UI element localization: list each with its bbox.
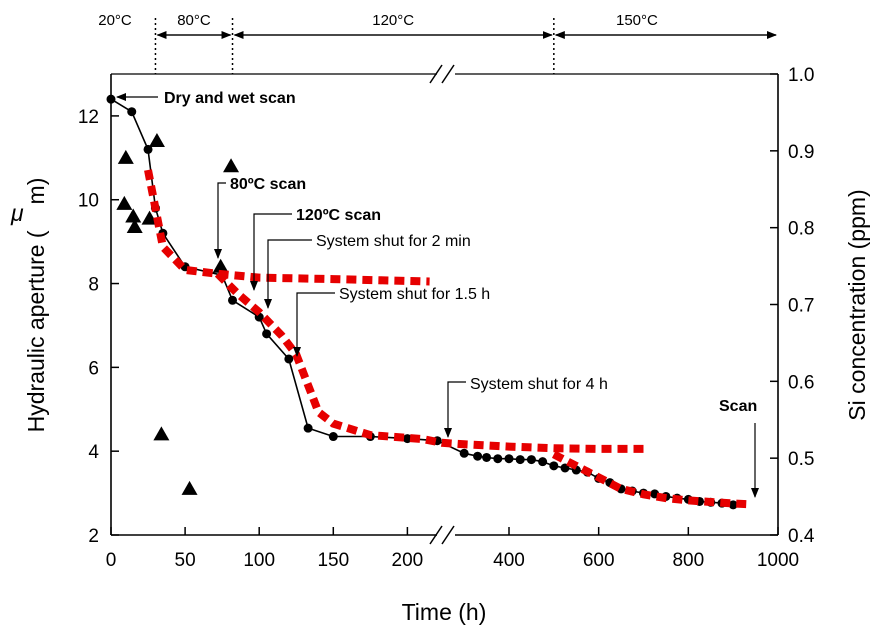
- annotation-arrow: [214, 182, 226, 259]
- annotation-label: System shut for 4 h: [470, 376, 608, 393]
- aperture-point: [262, 329, 272, 339]
- annotation-arrow: [293, 292, 335, 357]
- aperture-point: [106, 94, 116, 104]
- triangle-point: [125, 208, 142, 223]
- triangle-point: [148, 133, 165, 148]
- annotation-arrow: [264, 239, 312, 309]
- aperture-point: [473, 451, 483, 461]
- aperture-point: [303, 423, 313, 433]
- si-concentration-line: [551, 450, 752, 509]
- svg-text:Hydraulic aperture (m): Hydraulic aperture ( m): [23, 178, 49, 433]
- aperture-point: [143, 144, 153, 154]
- left-axis-unit-symbol: μ: [10, 200, 24, 226]
- x-tick-label: 400: [493, 550, 525, 571]
- triangle-point: [181, 480, 198, 495]
- right-tick-label: 0.4: [788, 526, 815, 547]
- aperture-point: [526, 455, 536, 465]
- x-tick-label: 200: [392, 550, 424, 571]
- axis-break-mark: [441, 525, 455, 545]
- right-tick-label: 0.8: [788, 219, 814, 240]
- left-tick-label: 2: [88, 526, 99, 547]
- x-tick-label: 50: [175, 550, 196, 571]
- x-axis-title: Time (h): [402, 599, 487, 625]
- left-axis-title: Hydraulic aperture ( m): [23, 178, 49, 433]
- left-axis-title-unit: m): [23, 178, 49, 205]
- right-tick-label: 1.0: [788, 65, 814, 86]
- svg-text:Si concentration (ppm): Si concentration (ppm): [844, 189, 870, 420]
- triangle-point: [153, 426, 170, 441]
- left-axis-title-main: Hydraulic aperture (: [23, 230, 49, 432]
- aperture-point: [504, 454, 514, 464]
- right-tick-label: 0.5: [788, 449, 814, 470]
- aperture-point: [284, 354, 294, 364]
- annotation-label: System shut for 1.5 h: [339, 286, 490, 303]
- left-tick-label: 8: [88, 275, 99, 296]
- temperature-label: 80°C: [177, 12, 211, 29]
- aperture-point: [482, 452, 492, 462]
- aperture-point: [459, 448, 469, 458]
- aperture-point: [127, 107, 137, 117]
- left-tick-label: 10: [78, 191, 99, 212]
- axis-break-mark: [441, 64, 455, 84]
- left-tick-label: 6: [88, 358, 99, 379]
- triangle-point: [223, 158, 240, 173]
- triangle-point: [116, 195, 133, 210]
- triangle-point: [141, 210, 158, 225]
- annotation-label: Dry and wet scan: [164, 90, 296, 107]
- right-tick-label: 0.6: [788, 372, 814, 393]
- temperature-label: 20°C: [98, 12, 132, 29]
- annotation-arrow: [444, 381, 466, 438]
- x-tick-label: 100: [243, 550, 275, 571]
- aperture-point: [515, 455, 525, 465]
- annotation-label: 120ºC scan: [296, 207, 381, 224]
- axis-break-mark: [429, 64, 443, 84]
- temperature-label: 120°C: [372, 12, 414, 29]
- annotation-arrow: [250, 213, 292, 291]
- left-tick-label: 12: [78, 107, 99, 128]
- axis-break-mark: [429, 525, 443, 545]
- right-tick-label: 0.7: [788, 296, 814, 317]
- aperture-point: [728, 500, 738, 510]
- aperture-point: [538, 457, 548, 467]
- si-concentration-line: [214, 270, 644, 453]
- aperture-point: [493, 454, 503, 464]
- annotation-label: 80ºC scan: [230, 176, 306, 193]
- right-axis-title: Si concentration (ppm): [844, 189, 870, 420]
- si-concentration-line: [144, 169, 430, 286]
- aperture-point: [549, 461, 559, 471]
- x-tick-label: 0: [106, 550, 117, 571]
- x-tick-label: 150: [317, 550, 349, 571]
- x-tick-label: 800: [672, 550, 704, 571]
- x-tick-label: 600: [583, 550, 615, 571]
- triangle-point: [117, 149, 134, 164]
- right-tick-label: 0.9: [788, 142, 814, 163]
- x-tick-label: 1000: [757, 550, 799, 571]
- aperture-point: [328, 432, 338, 442]
- aperture-point: [228, 295, 238, 305]
- annotation-label: Scan: [719, 398, 757, 415]
- temperature-label: 150°C: [616, 12, 658, 29]
- left-tick-label: 4: [88, 442, 99, 463]
- aperture-point: [402, 434, 412, 444]
- triangle-point: [212, 258, 229, 273]
- annotation-label: System shut for 2 min: [316, 233, 471, 250]
- triangle-point: [126, 218, 143, 233]
